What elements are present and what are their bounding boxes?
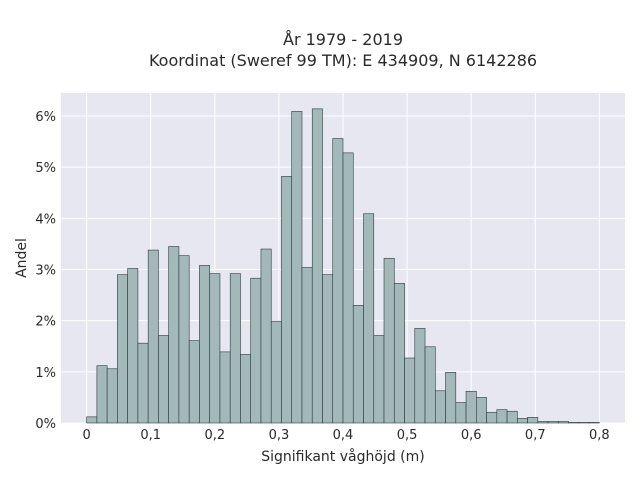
histogram-bar — [117, 274, 128, 424]
y-tick-label: 0% — [35, 417, 56, 432]
y-axis-label: Andel — [14, 238, 30, 278]
histogram-bar — [250, 277, 262, 424]
chart-title-line1: År 1979 - 2019 — [283, 30, 403, 49]
x-axis-label: Signifikant våghöjd (m) — [261, 448, 424, 465]
histogram-bar — [486, 411, 498, 424]
histogram-bar — [558, 421, 569, 424]
histogram-bar — [137, 342, 149, 424]
histogram-bar — [527, 417, 539, 424]
histogram-bar — [517, 418, 528, 424]
histogram-bar — [588, 422, 600, 424]
histogram-bar — [455, 402, 467, 424]
histogram-bar — [547, 421, 559, 424]
histogram-bar — [311, 108, 323, 424]
histogram-bar — [393, 283, 405, 424]
y-tick-label: 1% — [35, 366, 56, 381]
histogram-bar — [414, 328, 426, 424]
x-tick-label: 0,3 — [269, 428, 290, 443]
histogram-bar — [434, 390, 446, 424]
histogram-bar — [332, 138, 344, 424]
histogram-bar — [178, 255, 190, 424]
y-tick-label: 2% — [35, 315, 56, 330]
x-tick-label: 0,8 — [589, 428, 610, 443]
histogram-bar — [404, 357, 416, 424]
histogram-bar — [373, 335, 385, 424]
histogram-bar — [86, 416, 98, 424]
histogram-bar — [281, 176, 293, 424]
histogram-bar — [578, 422, 590, 424]
y-tick-label: 5% — [35, 161, 56, 176]
histogram-bar — [219, 351, 231, 424]
x-tick-label: 0,2 — [204, 428, 225, 443]
histogram-bar — [342, 152, 354, 424]
histogram-bar — [270, 320, 282, 424]
x-tick-label: 0,7 — [525, 428, 546, 443]
x-tick-label: 0,1 — [140, 428, 161, 443]
histogram-bar — [424, 346, 436, 424]
histogram-bar — [260, 248, 272, 424]
histogram-bar — [199, 265, 210, 424]
histogram-bar — [127, 268, 139, 424]
histogram-bar — [158, 335, 169, 424]
histogram-bar — [291, 111, 303, 424]
histogram-bar — [363, 213, 375, 424]
x-tick-label: 0,4 — [333, 428, 354, 443]
histogram-bar — [96, 365, 108, 424]
histogram-bar — [465, 390, 477, 424]
histogram-bar — [322, 274, 334, 424]
histogram-bar — [568, 422, 580, 424]
histogram-bar — [188, 340, 200, 424]
histogram-bar — [352, 305, 364, 424]
histogram-bar — [476, 397, 487, 424]
y-tick-label: 4% — [35, 212, 56, 227]
tick-labels: 0 0,1 0,2 0,3 0,4 0,5 0,6 0,7 0,8 0% 1% 2% 3% 4% 5% 6% — [35, 110, 609, 443]
chart-title-line2: Koordinat (Sweref 99 TM): E 434909, N 61… — [149, 51, 537, 70]
histogram-bar — [229, 273, 241, 424]
bars — [86, 108, 600, 424]
histogram-bar — [106, 368, 118, 424]
histogram-bar — [147, 249, 159, 424]
histogram-bar — [240, 354, 252, 424]
histogram-bar — [209, 273, 221, 424]
x-tick-label: 0,5 — [397, 428, 418, 443]
histogram-bar — [506, 410, 518, 424]
histogram-bar — [496, 409, 508, 424]
histogram-bar — [445, 372, 457, 424]
histogram-bar — [537, 421, 549, 424]
y-tick-label: 3% — [35, 264, 56, 279]
y-tick-label: 6% — [35, 110, 56, 125]
histogram-bar — [301, 267, 313, 424]
x-tick-label: 0 — [82, 428, 90, 443]
histogram-bar — [383, 257, 395, 424]
histogram-bar — [168, 246, 180, 424]
x-tick-label: 0,6 — [461, 428, 482, 443]
